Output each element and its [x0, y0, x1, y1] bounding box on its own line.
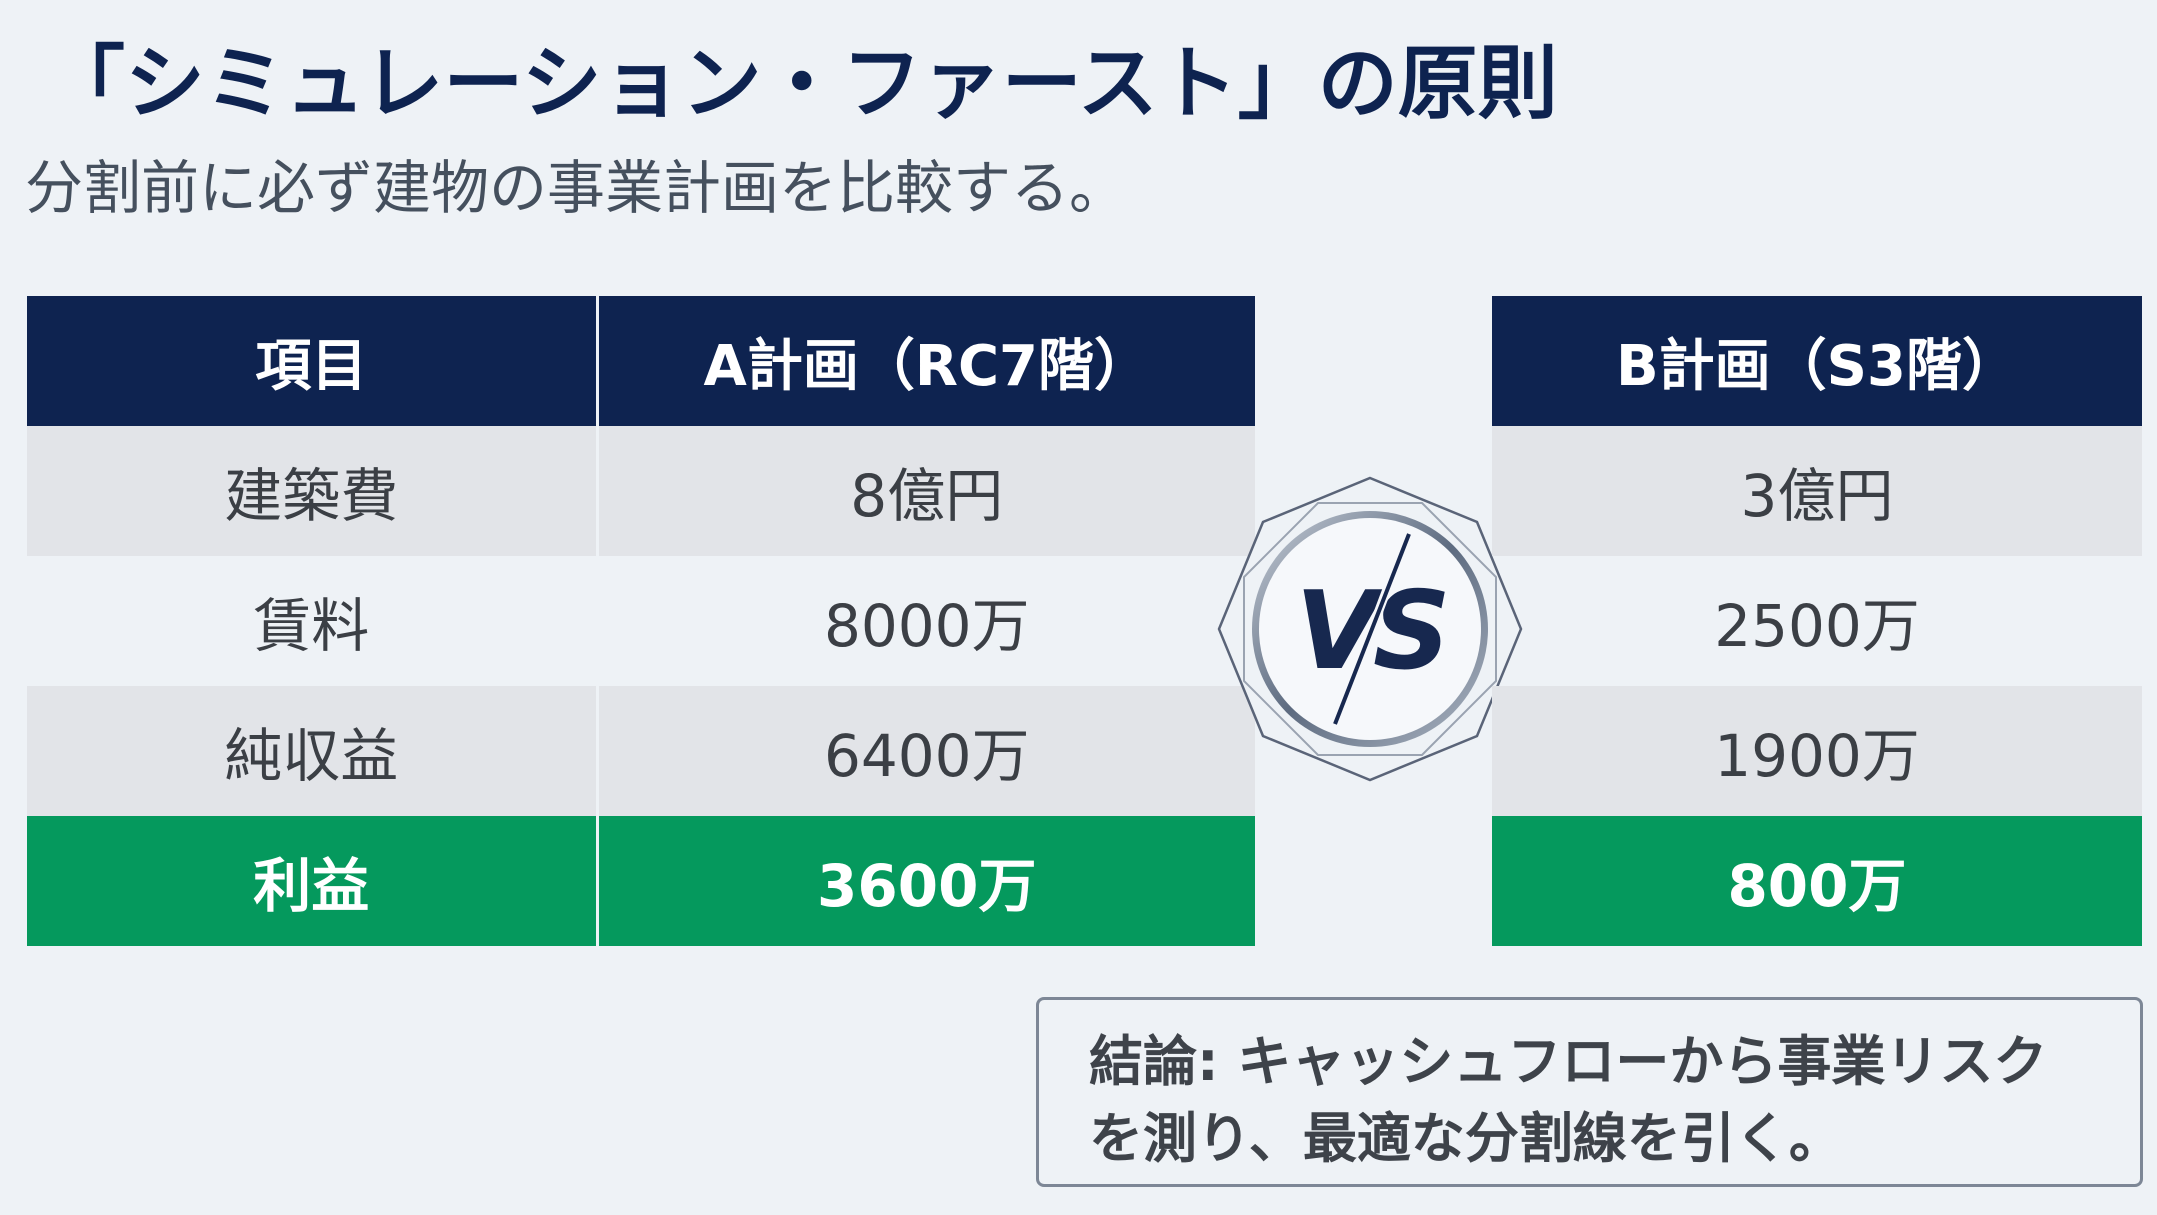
header-row: B計画（S3階） — [1492, 296, 2142, 426]
plan-b-rent: 2500万 — [1714, 592, 1920, 660]
plan-a-rent: 8000万 — [595, 556, 1255, 686]
plan-a-table: 項目 A計画（RC7階） 建築費 8億円 賃料 8000万 純収益 6400万 … — [27, 296, 1255, 946]
plan-b-column-header: B計画（S3階） — [1492, 296, 2142, 426]
table-row: 1900万 — [1492, 686, 2142, 816]
table-row: 純収益 6400万 — [27, 686, 1255, 816]
row-label-profit: 利益 — [27, 816, 597, 946]
table-row: 賃料 8000万 — [27, 556, 1255, 686]
header-row: 項目 A計画（RC7階） — [27, 296, 1255, 426]
table-row: 建築費 8億円 — [27, 426, 1255, 556]
plan-a-net-income: 6400万 — [595, 686, 1255, 816]
plan-b-table: B計画（S3階） 3億円 2500万 1900万 800万 — [1492, 296, 2142, 946]
conclusion-box: 結論: キャッシュフローから事業リスク を測り、最適な分割線を引く。 — [1036, 997, 2143, 1187]
conclusion-line-1: 結論: キャッシュフローから事業リスク — [1089, 1030, 2048, 1093]
plan-b-construction-cost: 3億円 — [1492, 426, 2142, 556]
row-label-rent: 賃料 — [253, 592, 370, 660]
item-column-header: 項目 — [27, 296, 597, 426]
plan-a-construction-cost: 8億円 — [595, 426, 1255, 556]
profit-row: 800万 — [1492, 816, 2142, 946]
vs-badge: VS — [1217, 476, 1523, 782]
slide-subtitle: 分割前に必ず建物の事業計画を比較する。 — [25, 154, 1128, 222]
plan-a-column-header: A計画（RC7階） — [595, 296, 1255, 426]
table-row: 2500万 — [1492, 556, 2142, 686]
plan-b-net-income: 1900万 — [1492, 686, 2142, 816]
slide-title: 「シミュレーション・ファースト」の原則 — [45, 37, 1558, 130]
vs-slash-dark — [1333, 533, 1411, 725]
table-row: 3億円 — [1492, 426, 2142, 556]
octagon-frame-inner — [1243, 502, 1497, 756]
plan-b-profit: 800万 — [1492, 816, 2142, 946]
plan-a-profit: 3600万 — [595, 816, 1255, 946]
row-label-net-income: 純収益 — [27, 686, 597, 816]
row-label-construction-cost: 建築費 — [27, 426, 597, 556]
conclusion-line-2: を測り、最適な分割線を引く。 — [1089, 1106, 1843, 1170]
profit-row: 利益 3600万 — [27, 816, 1255, 946]
